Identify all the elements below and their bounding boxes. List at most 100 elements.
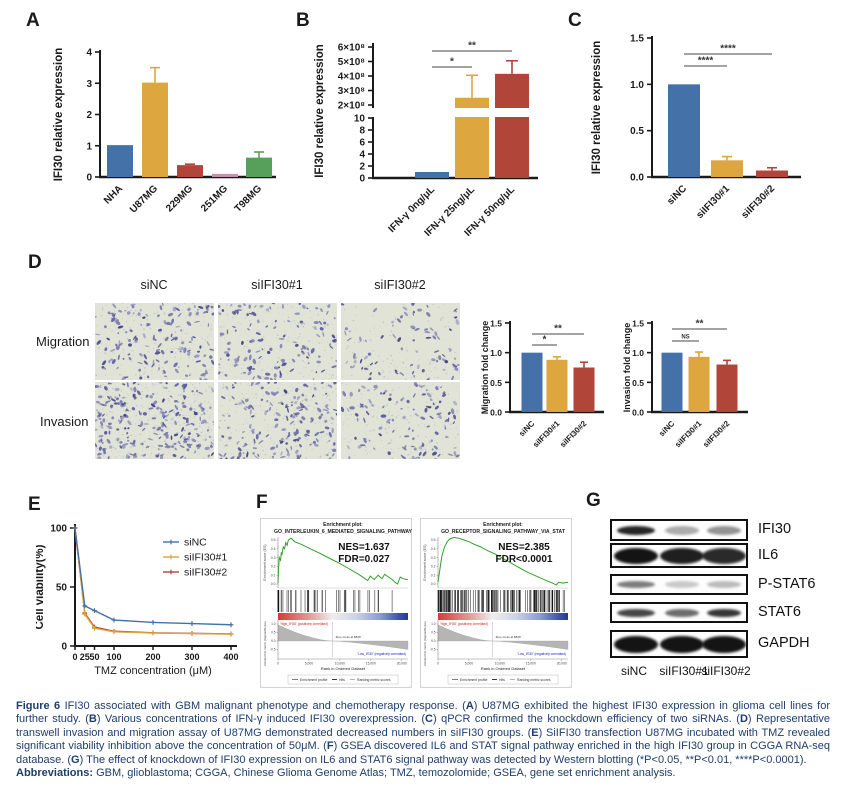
stained-cell [220,333,222,337]
background-speck [290,425,292,426]
stained-cell [280,451,283,456]
background-speck [319,309,321,310]
stained-cell [104,347,108,352]
stained-cell [117,419,120,422]
stained-cell [392,429,395,433]
caption-bold-segment: B [88,713,97,726]
rk-tick-label: 0.5 [431,631,436,635]
stained-cell [252,447,258,450]
stained-cell [287,434,291,438]
background-speck [114,439,116,441]
stained-cell [346,337,352,342]
caption-abbreviations: Abbreviations: GBM, glioblastoma; CGGA, … [16,767,830,780]
ranked-metric-axis-label: Ranked list metric (Signal2Noise) [263,621,267,665]
stained-cell [158,328,162,332]
stained-cell [350,365,353,369]
background-speck [296,337,299,339]
background-speck [173,410,175,412]
background-speck [354,341,356,344]
background-speck [304,437,306,439]
background-speck [328,394,330,396]
background-speck [127,451,129,453]
stained-cell [325,392,328,395]
stained-cell [274,418,279,422]
background-speck [260,371,262,373]
background-speck [102,368,104,371]
stained-cell [226,329,229,335]
stained-cell [185,423,191,426]
background-speck [441,438,443,440]
background-speck [224,419,226,421]
background-speck [382,360,385,362]
background-speck [223,326,225,328]
stained-cell [193,354,200,358]
es-tick-label: 0.0 [271,582,276,586]
background-speck [243,340,244,342]
stained-cell [152,400,158,405]
stained-cell [130,303,136,306]
stained-cell [241,399,245,405]
stained-cell [320,382,324,385]
background-speck [144,343,146,345]
background-speck [204,378,206,380]
background-speck [190,373,192,375]
background-speck [393,332,394,334]
background-speck [234,376,236,378]
background-speck [386,430,388,432]
stained-cell [129,453,135,456]
stained-cell [257,375,262,380]
background-speck [290,390,292,392]
background-speck [447,321,450,324]
stained-cell [395,371,399,375]
background-speck [239,430,240,432]
background-speck [348,351,351,353]
background-speck [96,325,98,327]
background-speck [147,318,149,320]
background-speck [341,437,342,439]
background-speck [115,323,117,325]
background-speck [445,367,446,368]
stained-cell [442,391,446,395]
stained-cell [281,362,287,367]
y-tick-label: 2 [359,162,365,173]
stained-cell [285,448,290,454]
background-speck [325,386,327,389]
background-speck [328,398,331,401]
background-speck [319,456,322,458]
stained-cell [206,429,210,432]
stained-cell [98,438,103,443]
rk-tick-label: 1.0 [431,622,436,626]
background-speck [211,328,213,330]
stained-cell [426,392,432,398]
background-speck [373,446,375,448]
background-speck [156,346,159,348]
background-speck [414,334,415,336]
stained-cell [454,316,458,319]
background-speck [191,347,193,349]
background-speck [322,386,324,389]
background-speck [430,371,432,372]
background-speck [194,449,196,451]
background-speck [381,423,383,425]
background-speck [168,451,170,453]
background-speck [282,445,283,447]
blot-band [702,547,746,564]
background-speck [220,393,221,395]
background-speck [394,317,396,319]
stained-cell [341,406,345,412]
stained-cell [132,312,135,315]
x-category-label: NHA [102,183,125,206]
stained-cell [295,387,299,393]
background-speck [364,449,367,452]
stained-cell [271,303,275,305]
background-speck [197,441,199,442]
background-speck [258,363,260,365]
stained-cell [274,378,277,380]
background-speck [177,437,179,439]
background-speck [192,359,194,361]
background-speck [264,347,266,349]
background-speck [179,346,181,348]
background-speck [229,426,231,429]
legend-label: Enrichment profile [460,678,487,682]
